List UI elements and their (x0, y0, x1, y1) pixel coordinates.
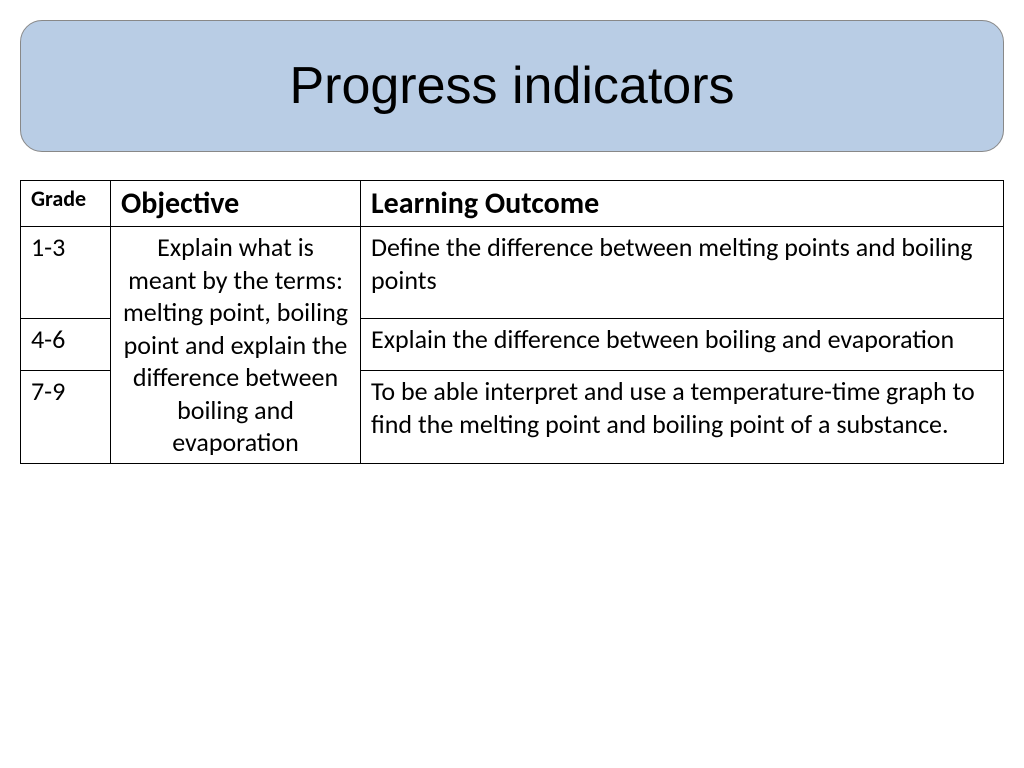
table-row: 1-3 Explain what is meant by the terms: … (21, 227, 1004, 319)
cell-grade: 1-3 (21, 227, 111, 319)
table-header-row: Grade Objective Learning Outcome (21, 181, 1004, 227)
header-objective: Objective (111, 181, 361, 227)
header-grade: Grade (21, 181, 111, 227)
cell-outcome: Define the difference between melting po… (361, 227, 1004, 319)
title-banner: Progress indicators (20, 20, 1004, 152)
cell-objective-merged: Explain what is meant by the terms: melt… (111, 227, 361, 464)
cell-outcome: Explain the difference between boiling a… (361, 319, 1004, 371)
progress-table: Grade Objective Learning Outcome 1-3 Exp… (20, 180, 1004, 464)
header-outcome: Learning Outcome (361, 181, 1004, 227)
cell-grade: 4-6 (21, 319, 111, 371)
page-title: Progress indicators (289, 56, 734, 116)
cell-grade: 7-9 (21, 371, 111, 463)
cell-outcome: To be able interpret and use a temperatu… (361, 371, 1004, 463)
